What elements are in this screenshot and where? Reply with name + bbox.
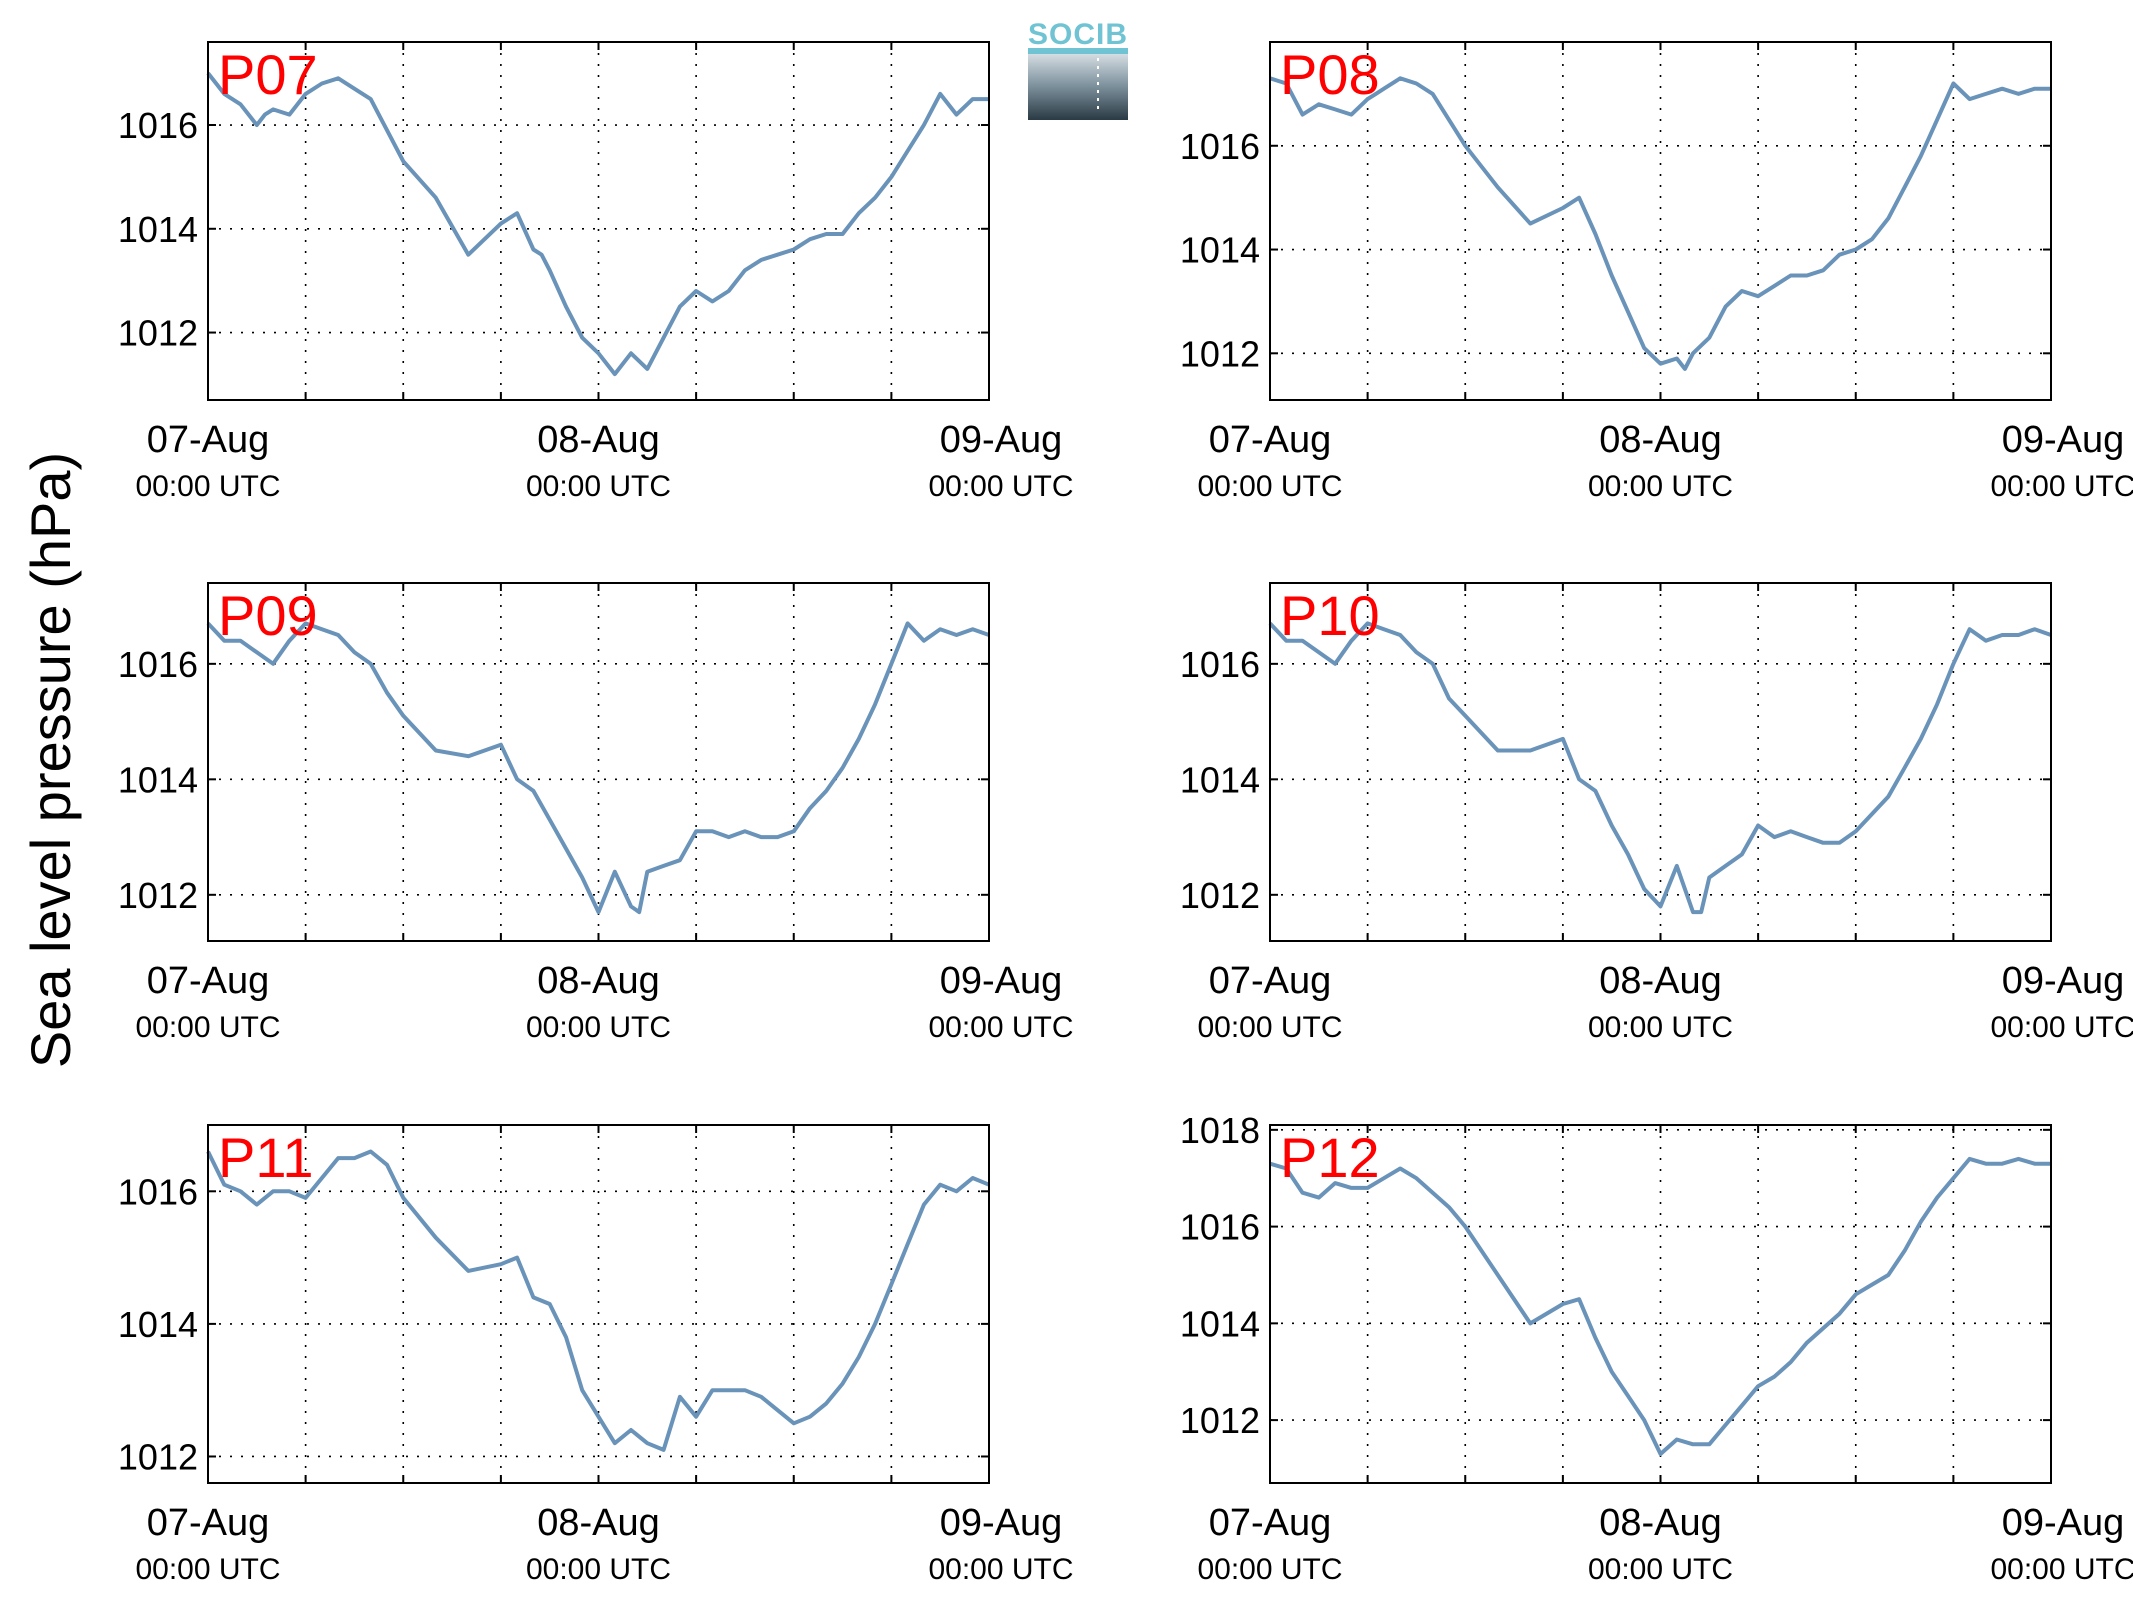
series-line-p11 [206, 1149, 990, 1452]
y-tick-label: 1016 [1180, 126, 1260, 167]
x-tick-label-day: 07-Aug [147, 1502, 270, 1544]
x-tick-label-time: 00:00 UTC [1990, 1553, 2133, 1586]
x-tick-label-time: 00:00 UTC [1990, 1011, 2133, 1044]
y-tick-label: 1014 [1180, 230, 1260, 271]
x-tick-label-time: 00:00 UTC [928, 1553, 1073, 1586]
plot-frame [1269, 41, 2052, 401]
y-tick-label: 1012 [118, 875, 198, 916]
y-tick-label: 1016 [118, 1171, 198, 1212]
x-tick-label-day: 07-Aug [147, 960, 270, 1002]
x-tick-label-day: 08-Aug [1599, 419, 1722, 461]
series-line-p09 [206, 621, 990, 915]
chart-panel-p09: 1012 1014 1016 07-Aug 00:00 UTC 08-Aug 00:00 U… [118, 582, 1074, 1044]
x-tick-label-time: 00:00 UTC [1588, 1553, 1733, 1586]
x-tick-label-day: 09-Aug [940, 419, 1063, 461]
panel-label: P11 [218, 1126, 313, 1189]
x-tick-label-time: 00:00 UTC [526, 1553, 671, 1586]
panel-label: P07 [218, 43, 318, 106]
x-tick-label-time: 00:00 UTC [928, 470, 1073, 503]
x-tick-label-day: 09-Aug [2002, 960, 2125, 1002]
x-tick-label-day: 07-Aug [1209, 1502, 1332, 1544]
chart-panel-p07: 1012 1014 1016 07-Aug 00:00 UTC 08-Aug 00:00 U… [118, 41, 1074, 503]
y-axis-label: Sea level pressure (hPa) [19, 452, 82, 1068]
y-tick-label: 1012 [118, 313, 198, 354]
x-tick-label-day: 08-Aug [1599, 960, 1722, 1002]
panel-label: P12 [1280, 1126, 1380, 1189]
y-tick-label: 1016 [1180, 1207, 1260, 1248]
plot-frame [207, 41, 990, 401]
x-tick-label-time: 00:00 UTC [526, 1011, 671, 1044]
x-tick-label-time: 00:00 UTC [1990, 470, 2133, 503]
y-tick-label: 1014 [118, 1304, 198, 1345]
x-tick-label-day: 08-Aug [537, 1502, 660, 1544]
x-tick-label-day: 08-Aug [537, 960, 660, 1002]
x-tick-label-day: 07-Aug [1209, 960, 1332, 1002]
x-tick-label-time: 00:00 UTC [135, 1011, 280, 1044]
x-tick-label-time: 00:00 UTC [1588, 470, 1733, 503]
x-tick-label-day: 09-Aug [2002, 419, 2125, 461]
x-tick-label-day: 08-Aug [537, 419, 660, 461]
panel-label: P09 [218, 584, 318, 647]
x-tick-label-day: 09-Aug [940, 960, 1063, 1002]
y-tick-label: 1012 [1180, 875, 1260, 916]
panels: 1012 1014 1016 07-Aug 00:00 UTC 08-Aug 00:00 U… [118, 41, 2133, 1586]
panel-label: P08 [1280, 43, 1380, 106]
y-tick-label: 1012 [1180, 1400, 1260, 1441]
socib-logo: SOCIB [1028, 18, 1128, 120]
x-tick-label-day: 07-Aug [1209, 419, 1332, 461]
y-tick-label: 1012 [118, 1436, 198, 1477]
socib-logo-text: SOCIB [1028, 18, 1128, 51]
plot-frame [207, 1124, 990, 1484]
x-tick-label-day: 09-Aug [940, 1502, 1063, 1544]
x-tick-label-day: 07-Aug [147, 419, 270, 461]
x-tick-label-time: 00:00 UTC [928, 1011, 1073, 1044]
plot-frame [1269, 582, 2052, 942]
chart-panel-p11: 1012 1014 1016 07-Aug 00:00 UTC 08-Aug 00:00 U… [118, 1124, 1074, 1586]
y-tick-label: 1014 [1180, 759, 1260, 800]
x-tick-label-time: 00:00 UTC [1197, 470, 1342, 503]
y-tick-label: 1014 [118, 759, 198, 800]
chart-panel-p12: 1012 1014 1016 1018 07-Aug 00:00 UTC 08-Aug 00:… [1180, 1110, 2133, 1586]
x-tick-label-time: 00:00 UTC [135, 1553, 280, 1586]
y-tick-label: 1016 [118, 644, 198, 685]
plot-frame [207, 582, 990, 942]
x-tick-label-time: 00:00 UTC [1588, 1011, 1733, 1044]
x-tick-label-time: 00:00 UTC [1197, 1553, 1342, 1586]
y-tick-label: 1014 [118, 209, 198, 250]
chart-panel-p10: 1012 1014 1016 07-Aug 00:00 UTC 08-Aug 00:00 U… [1180, 582, 2133, 1044]
series-line-p08 [1269, 76, 2051, 371]
x-tick-label-day: 08-Aug [1599, 1502, 1722, 1544]
x-tick-label-day: 09-Aug [2002, 1502, 2125, 1544]
chart-panel-p08: 1012 1014 1016 07-Aug 00:00 UTC 08-Aug 00:00 U… [1180, 41, 2133, 503]
series-line-p07 [206, 71, 989, 377]
y-tick-label: 1016 [118, 105, 198, 146]
x-tick-label-time: 00:00 UTC [1197, 1011, 1342, 1044]
x-tick-label-time: 00:00 UTC [135, 470, 280, 503]
series-line-p10 [1268, 621, 2052, 915]
y-tick-label: 1012 [1180, 333, 1260, 374]
plot-frame [1269, 1124, 2052, 1484]
y-tick-label: 1014 [1180, 1303, 1260, 1344]
y-tick-label: 1018 [1180, 1110, 1260, 1151]
panel-label: P10 [1280, 584, 1380, 647]
x-tick-label-time: 00:00 UTC [526, 470, 671, 503]
series-line-p12 [1269, 1156, 2051, 1456]
y-tick-label: 1016 [1180, 644, 1260, 685]
